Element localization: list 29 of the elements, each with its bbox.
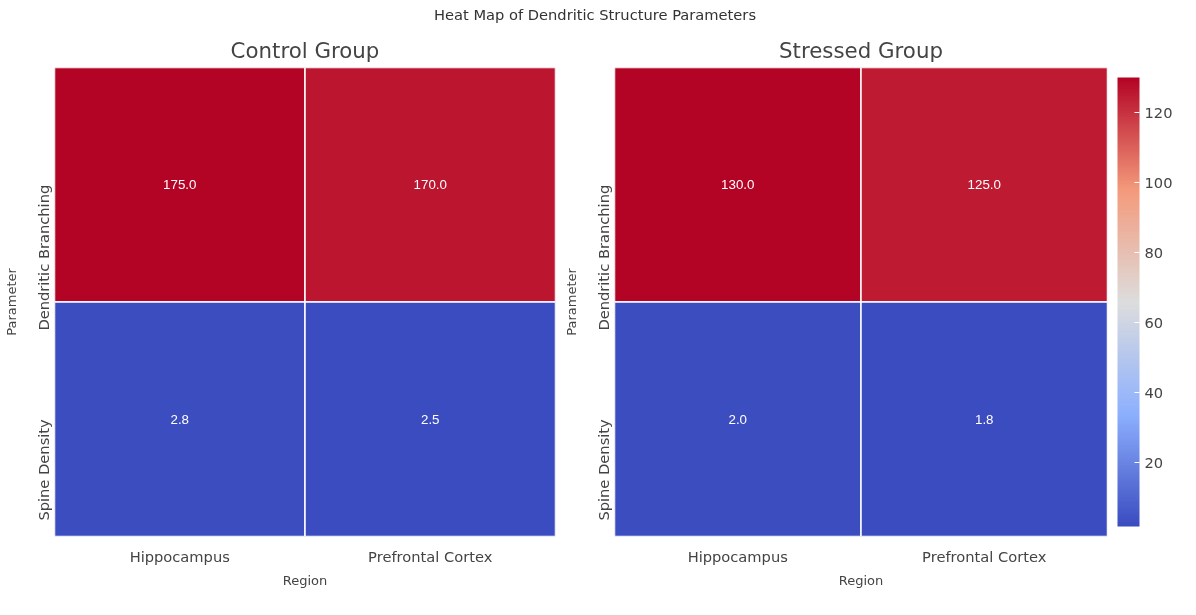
y-axis-title: Parameter — [3, 267, 19, 336]
y-tick-label: Dendritic Branching — [35, 184, 52, 331]
text: Heat Map of Dendritic Structure Parameters — [433, 5, 757, 25]
y-axis-title: Parameter — [563, 267, 579, 336]
data-label: 2.0 — [728, 411, 748, 427]
x-tick-label: Prefrontal Cortex — [368, 547, 493, 565]
y-tick-label: Dendritic Branching — [595, 184, 612, 331]
data-label: 130.0 — [721, 177, 755, 193]
y-tick-label: Spine Density — [35, 418, 52, 521]
y-tick-label: Spine Density — [595, 418, 612, 521]
x-axis-title: Region — [838, 572, 884, 588]
color-bar-label: 120 — [1144, 103, 1173, 121]
x-tick-label: Hippocampus — [687, 547, 788, 565]
data-label: 175.0 — [163, 177, 197, 193]
x-axis-title: Region — [282, 572, 328, 588]
chart-title: Control Group — [230, 37, 380, 63]
color-bar-label: 60 — [1144, 313, 1164, 331]
x-tick-label: Hippocampus — [129, 547, 230, 565]
color-bar-label: 40 — [1144, 383, 1164, 401]
chart-title: Stressed Group — [779, 37, 943, 63]
data-label: 125.0 — [967, 177, 1001, 193]
color-bar-label: 20 — [1144, 453, 1164, 471]
data-label: 1.8 — [974, 411, 994, 427]
data-label: 2.8 — [170, 411, 190, 427]
color-bar-label: 100 — [1144, 173, 1173, 191]
x-tick-label: Prefrontal Cortex — [922, 547, 1047, 565]
data-label: 170.0 — [413, 177, 447, 193]
color-bar-label: 80 — [1144, 243, 1164, 261]
data-label: 2.5 — [420, 411, 440, 427]
